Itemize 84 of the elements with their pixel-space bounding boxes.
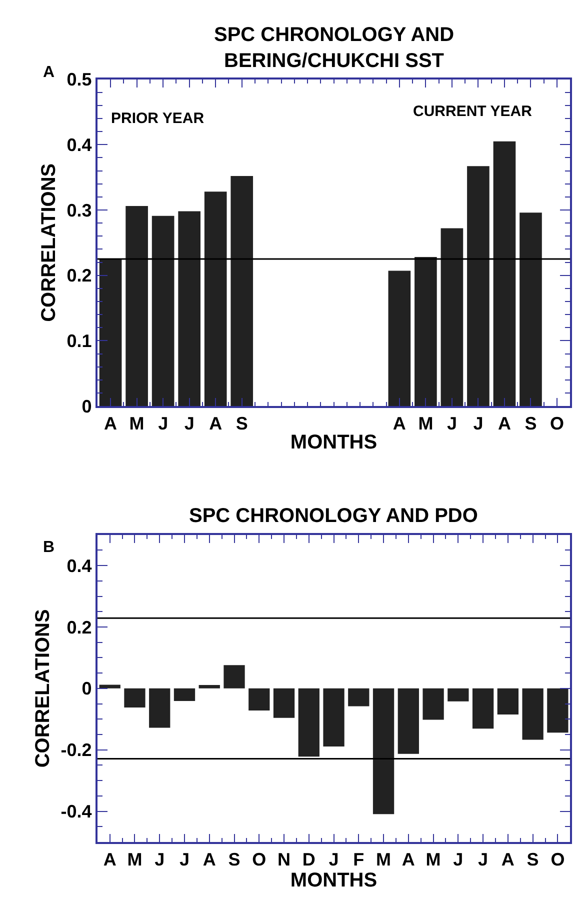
- annotation: CURRENT YEAR: [413, 103, 532, 120]
- y-tick-label: 0.4: [66, 556, 92, 576]
- bar: [126, 206, 148, 406]
- x-tick-label: A: [392, 414, 406, 434]
- x-tick-label: J: [158, 414, 168, 434]
- bar: [174, 688, 196, 702]
- x-axis-title: MONTHS: [290, 870, 378, 892]
- x-tick-label: S: [228, 850, 240, 870]
- y-tick-label: 0.5: [66, 70, 92, 90]
- bar: [520, 212, 542, 406]
- x-tick-label: S: [236, 414, 248, 434]
- bar: [497, 688, 519, 715]
- y-axis-title: CORRELATIONS: [38, 163, 60, 322]
- text: B: [43, 539, 55, 556]
- bar: [414, 257, 437, 406]
- x-tick-label: A: [103, 850, 116, 870]
- y-tick-label: 0: [82, 396, 92, 416]
- y-tick-label: -0.4: [60, 802, 92, 822]
- bar: [248, 688, 270, 711]
- x-tick-label: J: [446, 414, 457, 434]
- x-tick-label: J: [184, 414, 194, 434]
- x-tick-label: S: [526, 850, 539, 870]
- x-tick-label: J: [179, 850, 190, 870]
- x-tick-label: A: [209, 414, 222, 434]
- bar: [388, 270, 411, 406]
- y-tick-label: 0.3: [66, 200, 92, 220]
- bar: [298, 688, 320, 757]
- bar: [224, 665, 245, 688]
- annotation: PRIOR YEAR: [111, 110, 204, 127]
- x-tick-label: N: [278, 850, 291, 870]
- x-tick-label: A: [402, 850, 415, 870]
- y-tick-label: 0.4: [66, 134, 92, 155]
- y-tick-label: 0.1: [66, 330, 92, 351]
- bar: [99, 258, 122, 406]
- bar: [152, 216, 174, 406]
- bar: [422, 688, 444, 720]
- x-tick-label: J: [473, 414, 484, 434]
- x-tick-label: D: [302, 850, 316, 870]
- bar: [99, 684, 120, 688]
- x-tick-label: J: [453, 850, 464, 870]
- x-tick-label: M: [426, 850, 441, 870]
- x-tick-label: M: [129, 414, 144, 434]
- bar: [472, 688, 494, 729]
- x-tick-label: A: [202, 850, 216, 870]
- bar: [323, 688, 344, 746]
- x-tick-label: S: [524, 414, 537, 434]
- y-tick-label: -0.2: [60, 740, 92, 760]
- x-tick-label: M: [376, 850, 392, 870]
- bar: [522, 688, 544, 740]
- y-tick-label: 0.2: [66, 266, 92, 286]
- x-axis-title: MONTHS: [290, 432, 378, 454]
- x-tick-label: M: [418, 414, 434, 434]
- bar: [149, 688, 170, 728]
- x-tick-label: M: [127, 850, 142, 870]
- x-tick-label: J: [328, 850, 339, 870]
- x-tick-label: O: [550, 850, 565, 870]
- y-tick-label: 0: [82, 678, 92, 699]
- bar: [273, 688, 295, 718]
- bar: [230, 176, 254, 406]
- x-tick-label: J: [478, 850, 488, 870]
- bar: [204, 192, 227, 406]
- bar: [372, 688, 394, 814]
- text: A: [43, 64, 55, 81]
- bar: [467, 166, 490, 406]
- bar: [448, 688, 469, 702]
- bar: [348, 688, 370, 706]
- x-tick-label: A: [501, 850, 514, 870]
- bar: [547, 688, 568, 733]
- y-tick-label: 0.2: [66, 617, 92, 638]
- bar: [198, 685, 220, 688]
- bar: [398, 688, 419, 754]
- bar: [440, 228, 464, 406]
- x-tick-label: A: [498, 414, 511, 434]
- x-tick-label: A: [104, 414, 118, 434]
- bar: [124, 688, 146, 708]
- x-tick-label: F: [353, 850, 364, 870]
- x-tick-label: O: [550, 414, 564, 434]
- x-tick-label: O: [252, 850, 266, 870]
- bar: [493, 141, 516, 406]
- chart-title: SPC CHRONOLOGY AND BERING/CHUKCHI SST: [214, 24, 454, 72]
- x-tick-label: J: [154, 850, 165, 870]
- chart-title: SPC CHRONOLOGY AND PDO: [189, 505, 478, 527]
- bar: [178, 211, 200, 406]
- y-axis-title: CORRELATIONS: [32, 609, 54, 768]
